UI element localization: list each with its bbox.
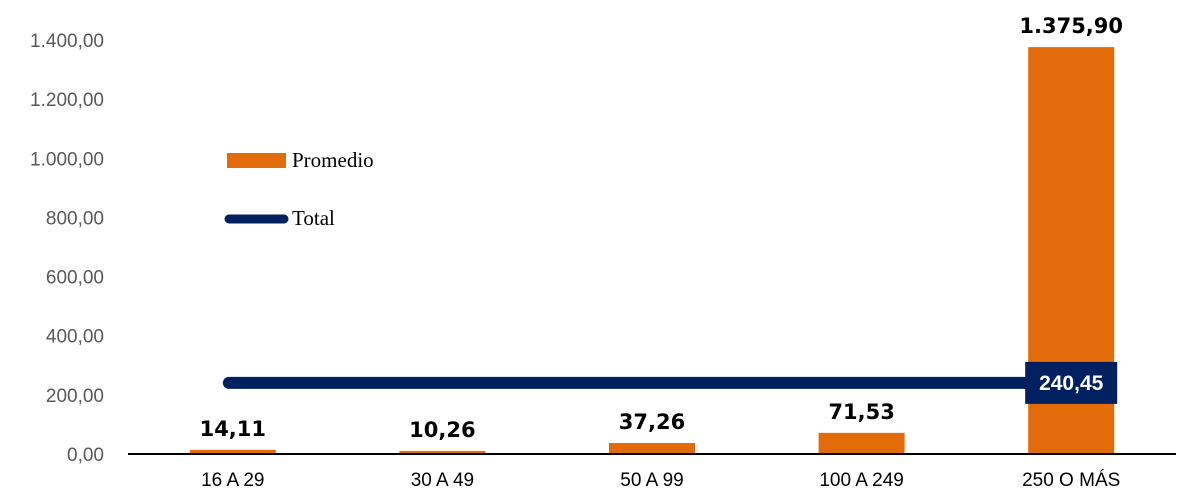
x-category-label: 100 A 249 xyxy=(819,470,904,491)
bar xyxy=(818,432,905,454)
y-tick-label: 1.000,00 xyxy=(30,149,104,170)
bar xyxy=(189,449,276,454)
bar-value-label: 37,26 xyxy=(619,410,685,434)
legend: Promedio Total xyxy=(224,148,374,230)
y-tick-label: 400,00 xyxy=(46,327,104,348)
x-category-label: 16 A 29 xyxy=(201,470,264,491)
bar-value-label: 14,11 xyxy=(200,417,266,441)
y-tick-label: 0,00 xyxy=(67,445,104,466)
x-category-label: 30 A 49 xyxy=(411,470,474,491)
y-tick-label: 600,00 xyxy=(46,268,104,289)
line-series-total: 240,45 xyxy=(222,361,1118,404)
bar xyxy=(399,450,486,454)
bar-value-label: 1.375,90 xyxy=(1019,14,1123,38)
y-tick-label: 1.400,00 xyxy=(30,31,104,52)
y-tick-label: 200,00 xyxy=(46,386,104,407)
bar-value-label: 71,53 xyxy=(828,400,894,424)
x-axis-categories: 16 A 29 30 A 49 50 A 99 100 A 249 250 O MÁS xyxy=(201,470,1120,491)
bar xyxy=(609,442,695,454)
y-tick-label: 1.200,00 xyxy=(30,90,104,111)
bar-value-label: 10,26 xyxy=(409,418,475,442)
legend-label-total: Total xyxy=(292,206,335,230)
y-tick-label: 800,00 xyxy=(46,208,104,229)
legend-label-promedio: Promedio xyxy=(292,148,374,172)
total-value-label: 240,45 xyxy=(1039,372,1104,395)
total-value-box xyxy=(1025,361,1118,404)
legend-swatch-promedio xyxy=(227,153,286,168)
x-category-label: 50 A 99 xyxy=(620,470,683,491)
bar-data-labels: 14,11 10,26 37,26 71,53 1.375,90 xyxy=(200,14,1123,442)
y-axis-ticks: 0,00 200,00 400,00 600,00 800,00 1.000,00 1.20… xyxy=(30,31,104,466)
x-category-label: 250 O MÁS xyxy=(1022,470,1120,491)
bar-series-promedio xyxy=(189,47,1115,455)
